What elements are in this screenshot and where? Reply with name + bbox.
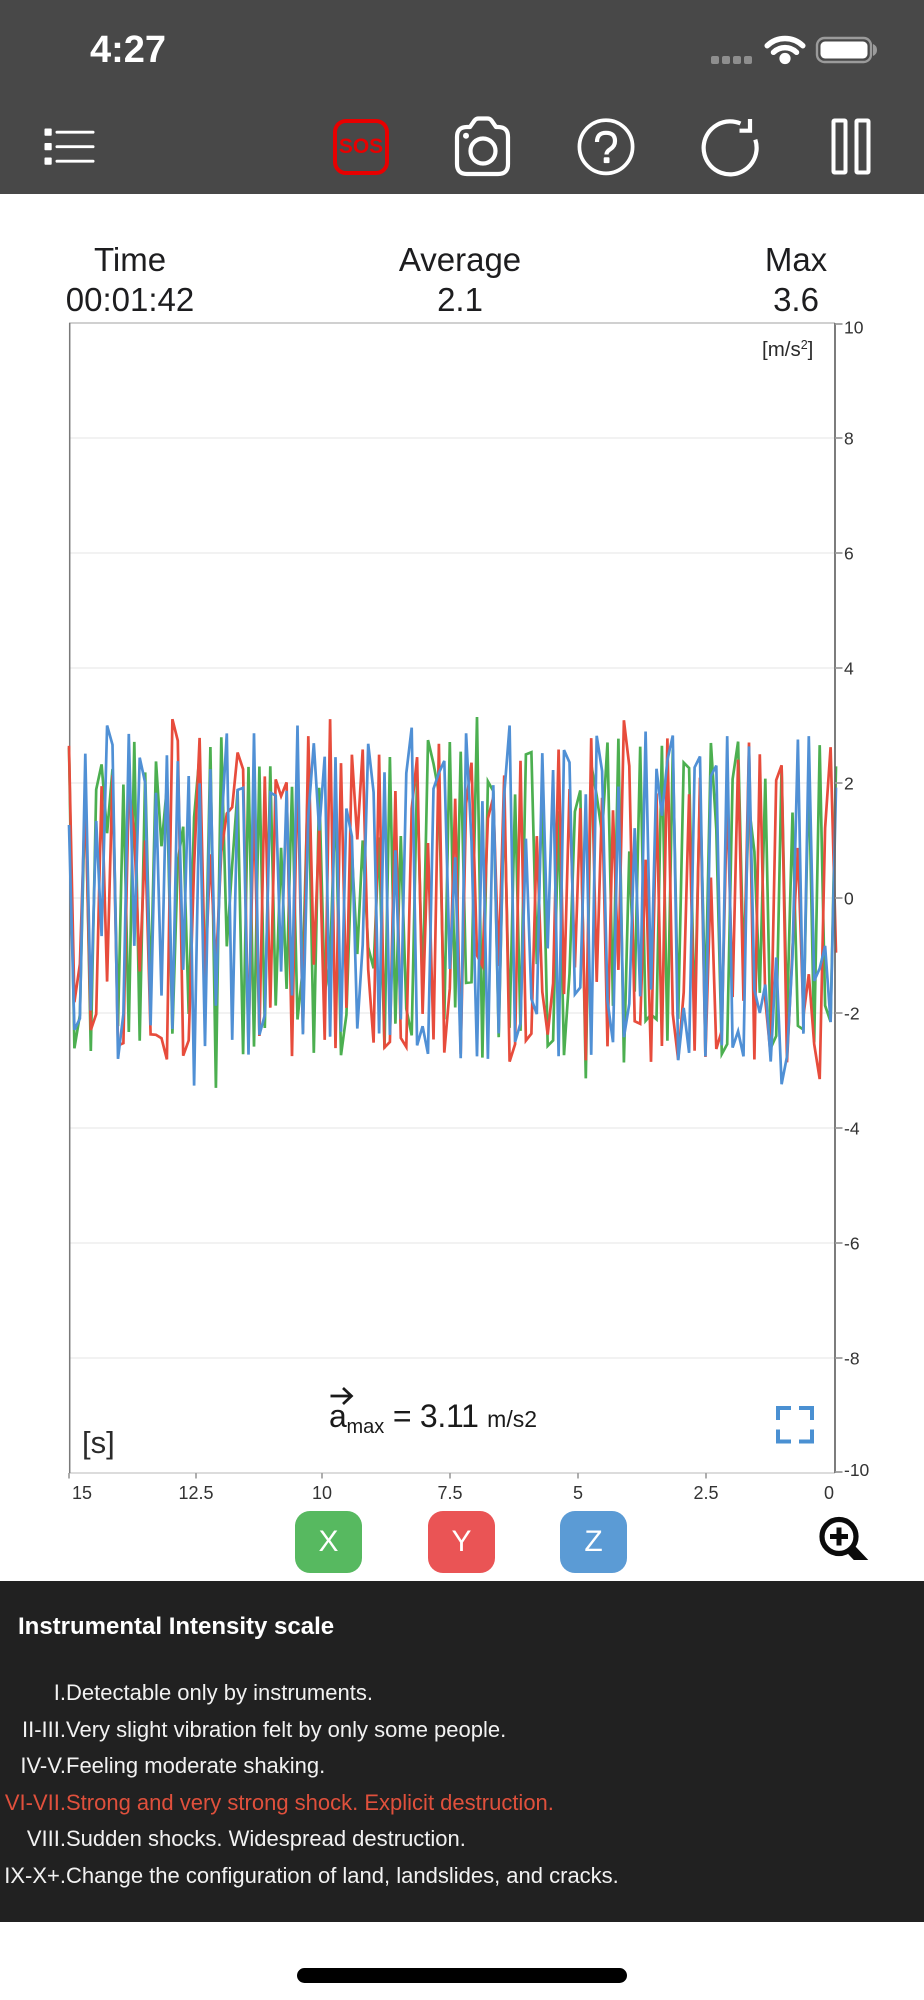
svg-text:10: 10 bbox=[312, 1483, 332, 1503]
svg-text:-6: -6 bbox=[844, 1233, 860, 1253]
svg-text:-8: -8 bbox=[844, 1348, 860, 1368]
svg-text:7.5: 7.5 bbox=[437, 1483, 462, 1503]
svg-text:5: 5 bbox=[573, 1483, 583, 1503]
svg-text:12.5: 12.5 bbox=[178, 1483, 213, 1503]
svg-text:2.5: 2.5 bbox=[693, 1483, 718, 1503]
svg-text:6: 6 bbox=[844, 543, 854, 563]
svg-text:4: 4 bbox=[844, 658, 854, 678]
svg-text:2: 2 bbox=[844, 773, 854, 793]
svg-text:[m/s2]: [m/s2] bbox=[762, 338, 813, 361]
svg-text:-4: -4 bbox=[844, 1118, 860, 1138]
svg-text:15: 15 bbox=[72, 1483, 92, 1503]
svg-text:-10: -10 bbox=[844, 1460, 870, 1480]
svg-text:[s]: [s] bbox=[82, 1425, 115, 1460]
svg-text:0: 0 bbox=[824, 1483, 834, 1503]
svg-text:0: 0 bbox=[844, 888, 854, 908]
svg-text:8: 8 bbox=[844, 428, 854, 448]
svg-text:10: 10 bbox=[844, 317, 864, 337]
svg-text:-2: -2 bbox=[844, 1003, 860, 1023]
